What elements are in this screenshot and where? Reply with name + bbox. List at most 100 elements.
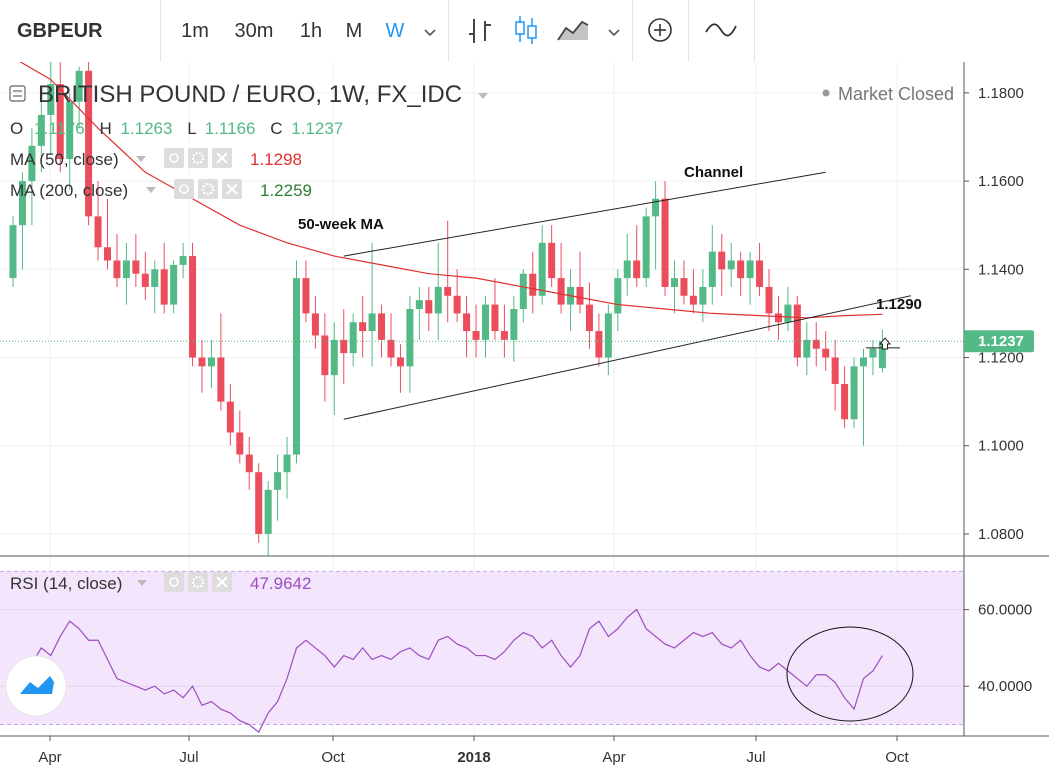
candle-body <box>756 260 764 287</box>
candle-body <box>425 300 433 314</box>
interval-30m-button[interactable]: 30m <box>234 20 274 42</box>
candle-chart-icon[interactable] <box>512 14 540 46</box>
logo-badge[interactable] <box>5 655 67 717</box>
candle-body <box>765 286 773 314</box>
candle-body <box>122 260 130 279</box>
interval-week-button[interactable]: W <box>385 20 405 42</box>
candle <box>774 295 782 340</box>
time-tick-label: Apr <box>38 749 61 766</box>
chevron-down-icon[interactable] <box>137 580 147 586</box>
candle <box>226 383 234 446</box>
gear-icon[interactable] <box>188 572 208 592</box>
candle-body <box>330 339 338 376</box>
candle-body <box>179 256 187 265</box>
gear-icon[interactable] <box>188 148 208 168</box>
candle <box>396 344 404 393</box>
channel-annotation: Channel <box>684 164 743 181</box>
rsi-line <box>12 608 883 734</box>
candle-body <box>56 84 64 160</box>
candle <box>66 92 74 190</box>
gear-icon[interactable] <box>198 179 218 199</box>
candle-body <box>28 145 36 182</box>
candle-body <box>434 286 442 314</box>
candle-body <box>519 273 527 309</box>
candle <box>557 242 565 314</box>
chevron-down-icon[interactable] <box>604 22 624 42</box>
candle <box>245 436 253 490</box>
candle <box>803 322 811 376</box>
candle <box>784 286 792 332</box>
candle-body <box>444 286 452 296</box>
eye-icon[interactable] <box>164 572 184 592</box>
candle <box>482 295 489 358</box>
compare-line-icon[interactable] <box>704 18 738 42</box>
chevron-down-icon[interactable] <box>420 22 440 42</box>
time-axis[interactable]: Apr Jul Oct 2018 Apr Jul Oct <box>38 736 909 766</box>
interval-month-button[interactable]: M <box>345 20 363 42</box>
chevron-down-icon[interactable] <box>136 156 146 162</box>
candle <box>132 234 140 287</box>
interval-1h-button[interactable]: 1h <box>299 20 323 42</box>
candle-body <box>226 401 234 433</box>
add-indicator-icon[interactable] <box>646 16 674 44</box>
candle <box>434 242 442 340</box>
candle <box>860 348 867 446</box>
candle-body <box>774 313 782 323</box>
candle-body <box>576 286 584 305</box>
low-value: 1.1166 <box>205 119 256 138</box>
candle-body <box>274 472 282 490</box>
toolbar-divider <box>754 0 755 62</box>
candle <box>765 269 773 332</box>
eye-icon[interactable] <box>164 148 184 168</box>
highlight-ellipse[interactable] <box>786 626 914 722</box>
candle <box>104 198 111 270</box>
candle-body <box>557 278 565 305</box>
channel-upper-line[interactable] <box>343 171 826 257</box>
time-tick-label: Oct <box>885 749 909 766</box>
candle-body <box>160 269 168 305</box>
chart-area[interactable]: Channel 50-week MA 1.1290 1.08001.10001.… <box>0 62 1049 774</box>
candle-body <box>321 335 329 376</box>
rsi-tick-label: 60.0000 <box>978 602 1032 619</box>
candle-body <box>699 286 707 305</box>
candle-body <box>585 304 593 332</box>
candle <box>349 313 357 367</box>
arrow-up-icon <box>878 337 892 350</box>
toolbar-divider <box>448 0 449 62</box>
bar-chart-icon[interactable] <box>466 16 494 46</box>
channel-lower-line[interactable] <box>343 295 911 420</box>
chevron-down-icon[interactable] <box>146 187 156 193</box>
candle <box>236 410 244 464</box>
ma50-line <box>19 62 883 319</box>
low-label: L <box>187 119 196 138</box>
chevron-down-icon[interactable] <box>478 93 488 99</box>
ohlc-readout: O 1.1176 H 1.1263 L 1.1166 C 1.1237 <box>10 119 343 138</box>
collapse-legend-icon[interactable] <box>9 85 26 102</box>
candle-body <box>482 304 489 340</box>
ma50-legend-label: MA (50, close) <box>10 150 119 169</box>
candle <box>604 304 612 376</box>
price-axis[interactable]: 1.0800 1.1000 1.1200 1.1400 1.1600 1.1800 <box>964 85 1024 543</box>
candle-body <box>18 181 26 226</box>
eye-icon[interactable] <box>174 179 194 199</box>
candle-body <box>406 309 414 367</box>
candle-body <box>387 339 395 358</box>
area-chart-icon[interactable] <box>556 16 590 44</box>
candle <box>585 282 593 349</box>
candle <box>576 251 584 314</box>
candle-body <box>198 357 206 367</box>
candle <box>652 181 660 270</box>
candle-body <box>860 357 867 367</box>
open-value: 1.1176 <box>34 119 85 138</box>
toolbar-divider <box>160 0 161 62</box>
candle <box>812 322 820 367</box>
time-tick-label: Jul <box>179 749 198 766</box>
legend-title: BRITISH POUND / EURO, 1W, FX_IDC <box>38 81 462 108</box>
candle-body <box>491 304 499 332</box>
rsi-axis[interactable]: 40.0000 60.0000 <box>964 602 1032 696</box>
symbol-label[interactable]: GBPEUR <box>17 20 103 42</box>
candle <box>869 339 877 376</box>
candle <box>500 304 508 358</box>
interval-1m-button[interactable]: 1m <box>181 20 209 42</box>
candle <box>340 309 348 384</box>
